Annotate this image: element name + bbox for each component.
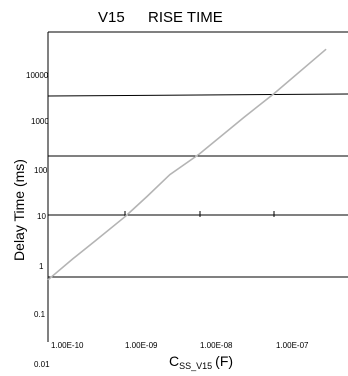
y-tick-label: 0.01: [34, 360, 50, 369]
x-tick-label: 1.00E-09: [125, 341, 158, 350]
x-axis-label-subscript: SS_V15: [179, 361, 212, 371]
y-tick-label: 0.1: [34, 310, 46, 319]
x-tick-label: 1.00E-10: [51, 341, 84, 350]
x-tick-label: 1.00E-08: [200, 341, 233, 350]
x-axis-label-main: C: [169, 353, 179, 369]
y-tick-label: 10: [37, 212, 46, 221]
x-axis-label-unit: (F): [215, 353, 233, 369]
chart-title: V15: [98, 9, 125, 26]
gridline-1000: [47, 93, 348, 97]
x-axis-label: CSS_V15 (F): [169, 353, 233, 371]
series-layer: [47, 48, 327, 281]
x-tick-label: 1.00E-07: [276, 341, 309, 350]
chart-subtitle: RISE TIME: [148, 9, 223, 26]
series-line: [47, 48, 327, 281]
y-tick-label: 10000: [26, 71, 49, 80]
y-tick-label: 1000: [31, 117, 49, 126]
y-tick-label: 1: [39, 262, 44, 271]
y-tick-label: 100: [34, 166, 48, 175]
y-axis-label: Delay Time (ms): [11, 159, 27, 261]
